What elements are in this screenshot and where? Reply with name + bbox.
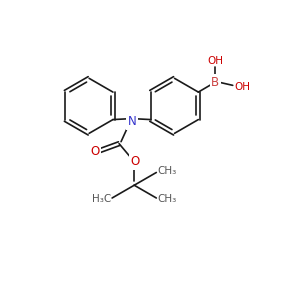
- Text: CH₃: CH₃: [158, 167, 177, 176]
- Text: H₃C: H₃C: [92, 194, 111, 204]
- Text: O: O: [90, 145, 100, 158]
- Text: O: O: [130, 155, 140, 168]
- Text: CH₃: CH₃: [158, 194, 177, 204]
- Text: N: N: [128, 115, 136, 128]
- Text: OH: OH: [235, 82, 250, 92]
- Text: OH: OH: [207, 56, 223, 66]
- Text: B: B: [211, 76, 219, 89]
